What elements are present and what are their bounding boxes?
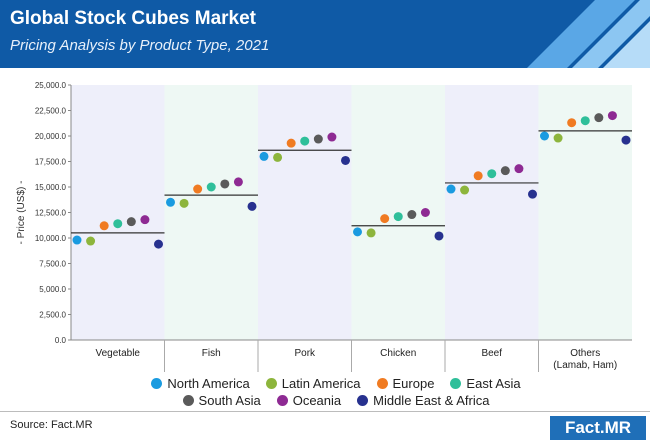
category-band: [164, 85, 258, 340]
chart-area: 0.0 2,500.0 5,000.0 7,500.0 10,000.0 12,500.0…: [16, 81, 632, 372]
data-point: [580, 116, 590, 126]
chart-title: Global Stock Cubes Market: [10, 8, 257, 29]
data-point: [220, 179, 230, 189]
chart-subtitle: Pricing Analysis by Product Type, 2021: [10, 37, 270, 54]
data-point: [313, 134, 323, 144]
legend-item: North America: [151, 376, 250, 391]
legend-item: East Asia: [450, 376, 521, 391]
data-point: [286, 138, 296, 148]
data-point: [193, 184, 203, 194]
legend-item: Middle East & Africa: [357, 393, 489, 408]
data-point: [341, 155, 350, 165]
legend-label: East Asia: [466, 376, 521, 391]
data-point: [233, 177, 243, 187]
data-point: [140, 215, 150, 225]
legend-label: Oceania: [292, 393, 342, 408]
data-point: [528, 189, 537, 199]
data-point: [366, 228, 376, 238]
y-tick-label: 22,500.0: [35, 107, 67, 116]
data-point: [113, 219, 123, 229]
legend-marker: [357, 395, 369, 406]
data-point: [446, 184, 456, 194]
legend-row: South Asia Oceania Middle East & Africa: [126, 393, 546, 408]
y-tick-label: 25,000.0: [35, 81, 67, 90]
x-category-label: Vegetable: [96, 348, 141, 359]
data-point: [99, 221, 109, 231]
data-point: [273, 152, 283, 162]
y-tick-label: 17,500.0: [35, 158, 67, 167]
legend-label: Middle East & Africa: [373, 393, 490, 408]
data-point: [594, 113, 604, 123]
category-band: [538, 85, 632, 340]
y-tick-label: 5,000.0: [39, 285, 66, 294]
y-tick-label: 12,500.0: [35, 209, 67, 218]
x-category-sublabel: (Lamab, Ham): [553, 360, 617, 371]
legend-marker: [376, 378, 388, 389]
data-point: [206, 182, 216, 192]
footer-divider: [0, 411, 650, 412]
legend-item: Europe: [376, 376, 435, 391]
data-point: [166, 197, 175, 207]
data-point: [607, 111, 617, 121]
x-category-label: Pork: [294, 348, 316, 359]
data-point: [154, 239, 163, 249]
y-axis-label: - Price (US$) -: [16, 181, 27, 245]
data-point: [500, 166, 510, 176]
legend-marker: [151, 378, 163, 389]
data-point: [380, 214, 390, 224]
y-tick-label: 2,500.0: [39, 311, 66, 320]
data-point: [434, 231, 444, 241]
x-category-label: Chicken: [380, 348, 416, 359]
legend-marker: [450, 378, 462, 389]
source-text: Source: Fact.MR: [10, 419, 93, 431]
data-point: [487, 169, 497, 179]
data-point: [300, 136, 310, 146]
y-tick-label: 10,000.0: [35, 234, 67, 243]
data-point: [86, 236, 96, 246]
y-tick-label: 7,500.0: [39, 260, 66, 269]
legend-label: Latin America: [281, 376, 361, 391]
category-band: [71, 85, 165, 340]
data-point: [514, 164, 524, 174]
legend-row: North America Latin America Europe East Asi…: [126, 376, 546, 391]
legend-label: North America: [167, 376, 250, 391]
data-point: [353, 227, 362, 237]
data-point: [327, 132, 337, 142]
legend-label: South Asia: [198, 393, 261, 408]
data-point: [247, 201, 257, 211]
legend-item: Latin America: [265, 376, 361, 391]
category-band: [445, 85, 539, 340]
chart-header: Global Stock Cubes Market Pricing Analys…: [0, 0, 650, 68]
data-point: [420, 208, 430, 217]
data-point: [126, 217, 136, 227]
legend-marker: [276, 395, 288, 406]
legend-item: South Asia: [182, 393, 261, 408]
x-category-label: Others: [570, 348, 600, 359]
factmr-logo: Fact.MR: [550, 416, 646, 440]
legend-label: Europe: [392, 376, 435, 391]
y-tick-label: 20,000.0: [35, 132, 67, 141]
data-point: [179, 198, 189, 208]
data-point: [473, 171, 483, 181]
legend-marker: [182, 395, 194, 406]
data-point: [460, 185, 470, 195]
x-category-label: Beef: [481, 348, 502, 359]
legend-item: Oceania: [276, 393, 342, 408]
data-point: [567, 118, 577, 128]
data-point: [393, 212, 403, 222]
legend: North America Latin America Europe East Asi…: [126, 376, 546, 410]
y-tick-label: 0.0: [55, 336, 67, 345]
data-point: [72, 235, 82, 245]
data-point: [540, 131, 549, 141]
legend-marker: [265, 378, 277, 389]
data-point: [407, 210, 417, 220]
y-tick-label: 15,000.0: [35, 183, 67, 192]
data-point: [259, 151, 269, 161]
x-category-label: Fish: [202, 348, 221, 359]
data-point: [553, 133, 563, 143]
category-band: [258, 85, 352, 340]
data-point: [621, 135, 631, 145]
